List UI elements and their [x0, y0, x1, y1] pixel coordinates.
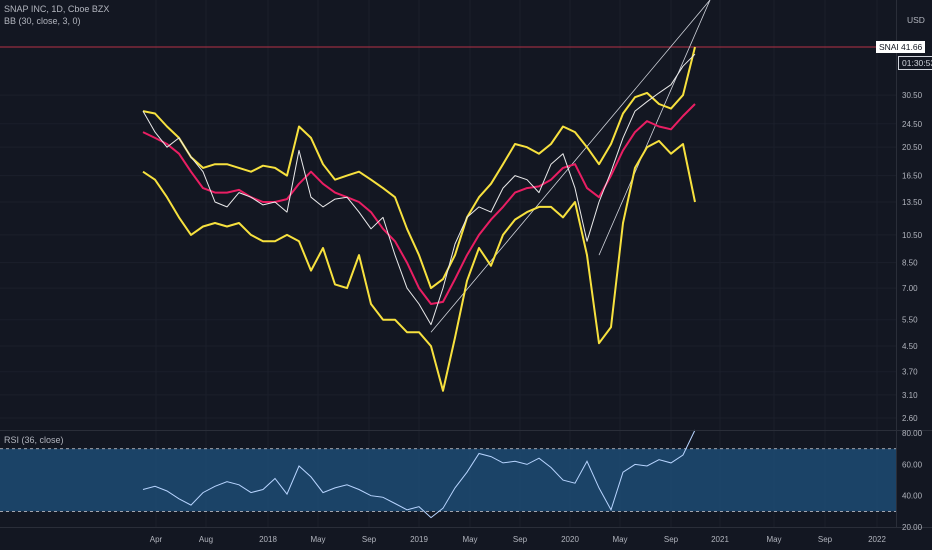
bb-legend[interactable]: BB (30, close, 3, 0): [4, 16, 81, 26]
time-tick-label: Sep: [362, 535, 377, 544]
price-tick-label: 7.00: [902, 284, 918, 293]
last-price-tag: 41.66: [898, 41, 926, 53]
symbol-price-tag: SNAP: [876, 41, 906, 53]
grid: [0, 0, 896, 527]
price-tick-label: 4.50: [902, 342, 918, 351]
price-tick-label: 30.50: [902, 91, 923, 100]
price-panel: [142, 0, 711, 392]
rsi-tick-label: 80.00: [902, 429, 923, 438]
bb-basis-line: [142, 103, 696, 305]
trend-line: [598, 0, 711, 256]
time-tick-label: May: [310, 535, 325, 544]
time-tick-label: 2022: [868, 535, 886, 544]
rsi-tick-label: 60.00: [902, 460, 923, 469]
rsi-tick-label: 20.00: [902, 523, 923, 532]
time-tick-label: Sep: [664, 535, 679, 544]
price-tick-label: 24.50: [902, 120, 923, 129]
price-tick-label: 5.50: [902, 316, 918, 325]
price-tick-label: 8.50: [902, 259, 918, 268]
time-tick-label: 2019: [410, 535, 428, 544]
time-tick-label: Aug: [199, 535, 213, 544]
rsi-line: [142, 429, 696, 519]
rsi-axis[interactable]: 20.00 40.00 60.00 80.00: [902, 429, 923, 532]
time-tick-label: May: [462, 535, 477, 544]
time-tick-label: 2018: [259, 535, 277, 544]
time-axis[interactable]: Apr Aug 2018 May Sep 2019 May Sep 2020 May Sep 2021…: [150, 535, 887, 544]
price-tick-label: 3.10: [902, 391, 918, 400]
time-tick-label: 2020: [561, 535, 579, 544]
bb-lower-band: [142, 139, 696, 392]
symbol-legend[interactable]: SNAP INC, 1D, Cboe BZX: [4, 4, 110, 14]
price-tick-label: 16.50: [902, 172, 923, 181]
time-tick-label: Sep: [513, 535, 528, 544]
price-tick-label: 3.70: [902, 368, 918, 377]
time-tick-label: May: [612, 535, 627, 544]
time-tick-label: Sep: [818, 535, 833, 544]
rsi-tick-label: 40.00: [902, 492, 923, 501]
price-line: [142, 53, 696, 326]
price-tick-label: 13.50: [902, 198, 923, 207]
time-tick-label: Apr: [150, 535, 163, 544]
rsi-panel: [0, 429, 896, 519]
price-tick-label: 2.60: [902, 414, 918, 423]
price-tick-label: 10.50: [902, 231, 923, 240]
time-tick-label: 2021: [711, 535, 729, 544]
currency-label[interactable]: USD: [907, 15, 925, 25]
bar-countdown: 01:30:53: [898, 56, 932, 70]
time-tick-label: May: [766, 535, 781, 544]
bb-upper-band: [142, 46, 696, 290]
rsi-legend[interactable]: RSI (36, close): [4, 435, 64, 445]
rsi-band-fill: [0, 448, 896, 512]
price-tick-label: 20.50: [902, 143, 923, 152]
